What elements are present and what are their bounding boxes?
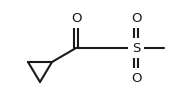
Text: O: O (131, 12, 141, 25)
Text: O: O (131, 72, 141, 84)
Text: S: S (132, 41, 140, 54)
Text: O: O (71, 12, 81, 25)
